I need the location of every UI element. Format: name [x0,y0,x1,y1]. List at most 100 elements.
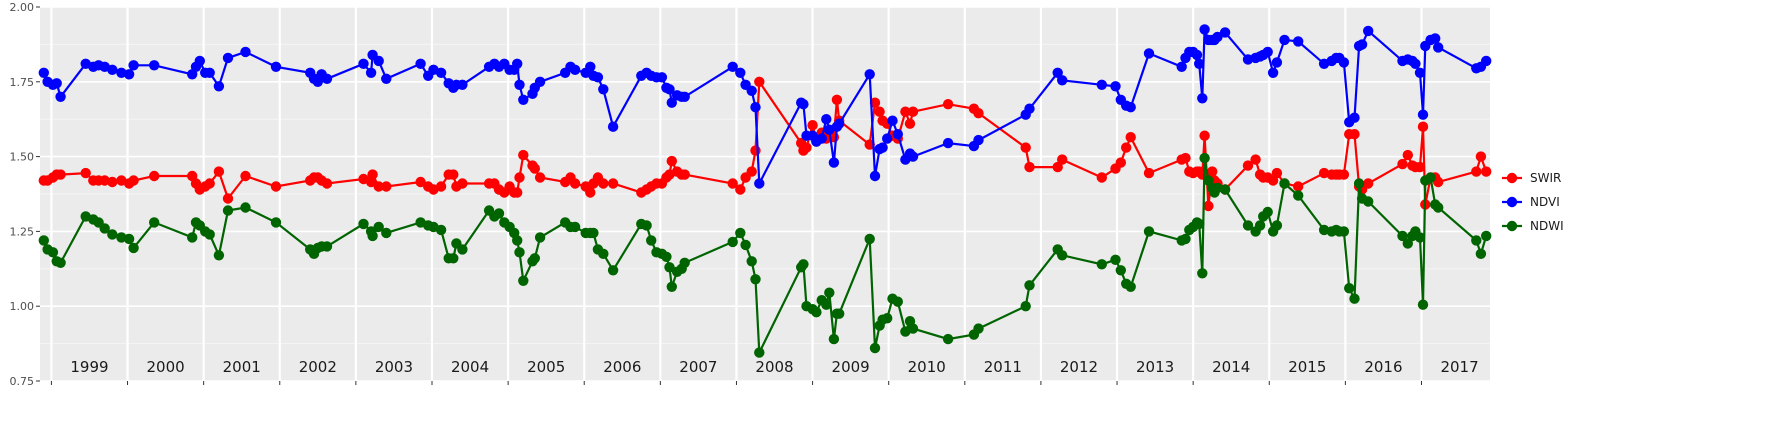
data-point [448,169,459,180]
data-point [128,60,139,71]
data-point [321,178,333,189]
data-point [47,247,59,258]
data-point [38,67,49,79]
data-point [1397,230,1408,242]
data-point [1279,178,1290,189]
data-point [365,67,377,79]
data-point [1242,220,1254,231]
year-label: 1999 [70,358,108,376]
data-point [754,347,765,358]
data-point [1363,25,1374,37]
data-point [1293,181,1304,192]
data-point [907,323,919,334]
data-point [831,94,843,106]
series-ndwi [38,152,1492,358]
year-label: 2005 [527,358,565,376]
data-point [1410,58,1421,69]
data-point [107,64,118,76]
data-point [807,120,818,131]
data-point [435,181,447,192]
data-point [512,187,523,198]
data-point [798,259,809,270]
data-point [1197,93,1208,104]
year-label: 2015 [1288,358,1326,376]
data-point [1414,161,1426,173]
major-gridlines [40,6,1490,382]
data-point [882,133,893,144]
data-point [1052,161,1063,173]
data-point [213,250,225,261]
data-point [877,142,888,153]
data-point [746,166,757,177]
data-point [116,232,127,243]
data-point [1207,166,1218,177]
data-point [1397,158,1408,170]
legend-item-swir: SWIR [1502,171,1561,185]
data-point [1271,220,1283,231]
data-point [1262,46,1273,58]
data-point [973,108,984,119]
data-point [1057,75,1068,86]
data-point [381,73,392,85]
data-point [1199,152,1210,164]
data-point [1020,142,1031,153]
data-point [116,67,127,79]
data-point [240,202,251,213]
data-point [1475,151,1487,162]
data-point [1194,218,1205,230]
data-point [123,69,135,80]
data-point [828,157,840,168]
legend-key-point [1506,220,1518,232]
year-labels: 1999 2000 2001 2002 2003 2004 2005 2006 2007 2008… [70,358,1478,376]
data-point [1096,259,1108,270]
data-point [869,342,881,354]
data-point [99,223,110,234]
data-point [1293,36,1304,47]
data-point [735,227,746,239]
data-point [798,99,809,110]
data-point [128,242,139,254]
data-point [270,181,282,192]
legend-item-ndwi: NDWI [1502,219,1564,233]
data-point [1349,129,1360,140]
data-point [1203,200,1214,212]
data-point [512,235,523,246]
data-point [213,81,225,92]
data-point [1425,172,1436,183]
data-point [907,151,919,162]
data-point [607,265,619,276]
data-point [598,178,609,189]
data-point [149,170,160,182]
data-point [973,134,984,146]
data-point [1024,103,1035,114]
data-point [80,167,91,179]
data-point [373,221,384,233]
data-point [1402,149,1414,161]
year-label: 2011 [984,358,1022,376]
data-point [727,178,738,189]
data-point [529,163,540,174]
data-point [1191,49,1203,61]
data-point [607,121,619,132]
data-point [942,333,954,345]
data-point [746,256,757,267]
data-point [448,253,459,264]
data-point [821,114,832,125]
data-point [1430,33,1441,44]
data-point [1057,250,1068,261]
data-point [679,257,690,268]
data-point [534,172,546,183]
data-point [1481,166,1492,177]
data-point [1176,61,1187,72]
year-label: 2014 [1212,358,1250,376]
data-point [907,106,919,117]
data-point [321,241,333,252]
data-point [1219,27,1231,38]
data-point [457,79,468,91]
data-point [1125,281,1136,292]
data-point [1433,176,1444,188]
data-point [1125,132,1136,143]
data-point [1338,169,1350,180]
data-point [1433,202,1444,213]
data-point [514,172,525,183]
